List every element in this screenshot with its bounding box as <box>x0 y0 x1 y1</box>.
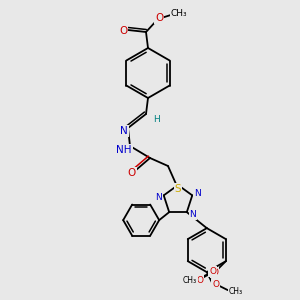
Text: N: N <box>155 193 162 202</box>
Text: O: O <box>128 168 136 178</box>
Text: O: O <box>155 13 163 23</box>
Text: NH: NH <box>116 145 132 155</box>
Text: S: S <box>175 184 181 194</box>
Text: CH₃: CH₃ <box>229 286 243 296</box>
Text: N: N <box>189 210 196 219</box>
Text: H: H <box>153 116 159 124</box>
Text: O: O <box>119 26 127 36</box>
Text: CH₃: CH₃ <box>171 8 187 17</box>
Text: O: O <box>196 276 203 285</box>
Text: CH₃: CH₃ <box>183 276 197 285</box>
Text: N: N <box>120 126 128 136</box>
Text: O: O <box>209 267 216 276</box>
Text: N: N <box>194 189 201 198</box>
Text: O: O <box>212 268 218 277</box>
Text: O: O <box>212 280 219 289</box>
